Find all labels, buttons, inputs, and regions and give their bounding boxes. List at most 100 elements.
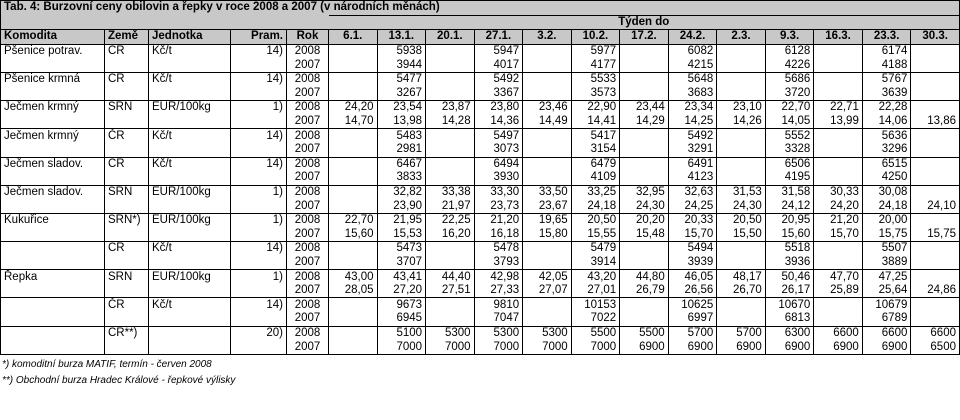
price: 6494 xyxy=(473,157,524,172)
price xyxy=(328,72,378,87)
unit xyxy=(148,171,231,186)
price: 15,70 xyxy=(667,227,718,243)
country: ČR xyxy=(104,128,149,143)
price: 5492 xyxy=(473,72,524,87)
price: 5477 xyxy=(376,72,427,87)
price xyxy=(619,128,669,143)
price: 14,36 xyxy=(473,114,524,130)
price: 14,06 xyxy=(861,114,912,130)
commodity: Řepka xyxy=(0,269,105,284)
price: 14,26 xyxy=(716,114,766,130)
price: 3367 xyxy=(473,86,524,102)
price: 30,33 xyxy=(813,185,863,200)
price xyxy=(716,171,766,186)
price: 10625 xyxy=(667,297,718,313)
price: 3833 xyxy=(376,171,427,186)
unit xyxy=(148,255,231,271)
price: 15,60 xyxy=(328,227,378,243)
unit: EUR/100kg xyxy=(148,185,231,200)
price: 32,63 xyxy=(667,185,718,200)
unit xyxy=(148,340,231,355)
country xyxy=(104,114,149,130)
year: 2008 xyxy=(286,44,329,59)
note: 14) xyxy=(230,297,287,313)
price xyxy=(910,269,960,284)
commodity: Ječmen krmný xyxy=(0,100,105,115)
column-header: 24.2. xyxy=(667,29,718,45)
commodity xyxy=(0,326,105,341)
year: 2007 xyxy=(286,86,329,102)
price xyxy=(813,312,863,327)
price xyxy=(328,340,378,355)
country: SRN xyxy=(104,100,149,115)
price xyxy=(522,255,572,271)
price: 23,46 xyxy=(522,100,572,115)
note xyxy=(230,312,287,327)
data-row: Řepka SRN EUR/100kg 1) 2008 43,00 43,41 44,40 42… xyxy=(0,269,960,284)
price xyxy=(813,86,863,102)
country xyxy=(104,86,149,102)
price: 5100 xyxy=(376,326,427,341)
price: 23,87 xyxy=(425,100,475,115)
unit: EUR/100kg xyxy=(148,100,231,115)
note: 14) xyxy=(230,44,287,59)
unit: Kč/t xyxy=(148,128,231,143)
note: 1) xyxy=(230,100,287,115)
price: 10679 xyxy=(861,297,912,313)
data-row: 2007 28,05 27,20 27,51 27,33 27,07 27,01 26,79 2… xyxy=(0,283,960,299)
price: 5648 xyxy=(667,72,718,87)
price: 27,07 xyxy=(522,283,572,299)
year: 2007 xyxy=(286,199,329,214)
price: 6900 xyxy=(667,340,718,355)
price xyxy=(910,128,960,143)
price xyxy=(910,100,960,115)
price xyxy=(813,58,863,73)
price xyxy=(328,44,378,59)
price: 22,71 xyxy=(813,100,863,115)
price: 3707 xyxy=(376,255,427,271)
price: 20,50 xyxy=(570,213,621,228)
column-header: 9.3. xyxy=(764,29,815,45)
price: 6600 xyxy=(910,326,960,341)
price xyxy=(716,157,766,172)
data-row: 2007 7000 7000 7000 7000 7000 6900 6900 6900 6900… xyxy=(0,340,960,355)
price: 22,90 xyxy=(570,100,621,115)
price: 3296 xyxy=(861,142,912,158)
price xyxy=(425,44,475,59)
price: 7000 xyxy=(473,340,524,355)
price xyxy=(619,312,669,327)
price: 23,67 xyxy=(522,199,572,214)
year: 2008 xyxy=(286,157,329,172)
price: 6997 xyxy=(667,312,718,327)
price: 14,28 xyxy=(425,114,475,130)
price: 3939 xyxy=(667,255,718,271)
price xyxy=(910,72,960,87)
note: 1) xyxy=(230,269,287,284)
note xyxy=(230,142,287,158)
commodity: Ječmen krmný xyxy=(0,128,105,143)
price: 15,48 xyxy=(619,227,669,243)
price: 4123 xyxy=(667,171,718,186)
price xyxy=(425,297,475,313)
price xyxy=(328,58,378,73)
price: 6479 xyxy=(570,157,621,172)
price xyxy=(425,128,475,143)
commodity xyxy=(0,297,105,313)
country: ČR xyxy=(104,157,149,172)
price: 28,05 xyxy=(328,283,378,299)
price: 5479 xyxy=(570,241,621,256)
year: 2007 xyxy=(286,340,329,355)
price: 5700 xyxy=(716,326,766,341)
year: 2007 xyxy=(286,171,329,186)
year: 2008 xyxy=(286,128,329,143)
price: 24,20 xyxy=(813,199,863,214)
price: 6174 xyxy=(861,44,912,59)
price: 6082 xyxy=(667,44,718,59)
commodity xyxy=(0,86,105,102)
unit: Kč/t xyxy=(148,297,231,313)
price: 24,18 xyxy=(861,199,912,214)
price: 25,89 xyxy=(813,283,863,299)
price: 6600 xyxy=(861,326,912,341)
country xyxy=(104,255,149,271)
price: 3914 xyxy=(570,255,621,271)
